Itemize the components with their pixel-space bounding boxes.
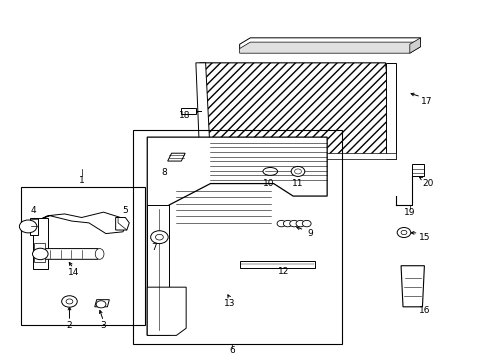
Circle shape bbox=[290, 166, 304, 176]
Circle shape bbox=[155, 234, 163, 240]
Text: 16: 16 bbox=[418, 306, 429, 315]
Text: 5: 5 bbox=[122, 206, 128, 215]
Text: 19: 19 bbox=[403, 208, 415, 217]
Polygon shape bbox=[239, 38, 420, 49]
Circle shape bbox=[32, 248, 48, 260]
Polygon shape bbox=[116, 217, 129, 230]
Circle shape bbox=[277, 220, 285, 227]
Polygon shape bbox=[196, 63, 210, 158]
Circle shape bbox=[96, 301, 106, 308]
Text: 8: 8 bbox=[161, 168, 167, 177]
Text: 20: 20 bbox=[422, 179, 433, 188]
Bar bbox=[21, 187, 144, 325]
Polygon shape bbox=[239, 261, 314, 267]
Text: 7: 7 bbox=[151, 243, 157, 252]
Circle shape bbox=[396, 228, 410, 238]
Circle shape bbox=[302, 220, 310, 227]
Text: 15: 15 bbox=[418, 233, 429, 242]
Circle shape bbox=[400, 230, 406, 235]
Circle shape bbox=[289, 220, 298, 227]
Polygon shape bbox=[200, 63, 395, 158]
Circle shape bbox=[294, 169, 301, 174]
Circle shape bbox=[283, 220, 291, 227]
Polygon shape bbox=[181, 108, 196, 114]
Polygon shape bbox=[95, 300, 109, 307]
Text: 3: 3 bbox=[101, 321, 106, 330]
Polygon shape bbox=[385, 63, 395, 158]
Text: 10: 10 bbox=[263, 179, 274, 188]
Bar bbox=[132, 130, 341, 344]
Polygon shape bbox=[147, 287, 186, 336]
Polygon shape bbox=[34, 243, 45, 249]
Circle shape bbox=[66, 299, 73, 304]
Circle shape bbox=[61, 296, 77, 307]
Text: 2: 2 bbox=[66, 321, 72, 330]
Polygon shape bbox=[40, 212, 125, 234]
Polygon shape bbox=[147, 205, 169, 336]
Polygon shape bbox=[411, 164, 424, 176]
Polygon shape bbox=[200, 153, 395, 158]
Circle shape bbox=[150, 231, 168, 244]
Text: 17: 17 bbox=[420, 97, 432, 106]
Circle shape bbox=[295, 220, 304, 227]
Polygon shape bbox=[33, 217, 47, 269]
Text: 12: 12 bbox=[277, 267, 288, 276]
Text: 6: 6 bbox=[229, 346, 235, 355]
Polygon shape bbox=[400, 266, 424, 307]
Polygon shape bbox=[34, 249, 102, 259]
Ellipse shape bbox=[95, 249, 104, 259]
Text: 11: 11 bbox=[292, 179, 303, 188]
Text: 1: 1 bbox=[79, 176, 84, 185]
Text: 9: 9 bbox=[306, 229, 312, 238]
Text: 18: 18 bbox=[179, 111, 190, 120]
Polygon shape bbox=[34, 255, 45, 262]
Polygon shape bbox=[147, 137, 326, 336]
Polygon shape bbox=[167, 153, 185, 161]
Ellipse shape bbox=[263, 167, 277, 175]
Text: 14: 14 bbox=[67, 268, 79, 277]
Circle shape bbox=[20, 220, 37, 233]
Polygon shape bbox=[409, 38, 420, 53]
Text: 4: 4 bbox=[30, 206, 36, 215]
Polygon shape bbox=[30, 217, 38, 235]
Polygon shape bbox=[239, 42, 420, 53]
Text: 13: 13 bbox=[224, 299, 235, 308]
